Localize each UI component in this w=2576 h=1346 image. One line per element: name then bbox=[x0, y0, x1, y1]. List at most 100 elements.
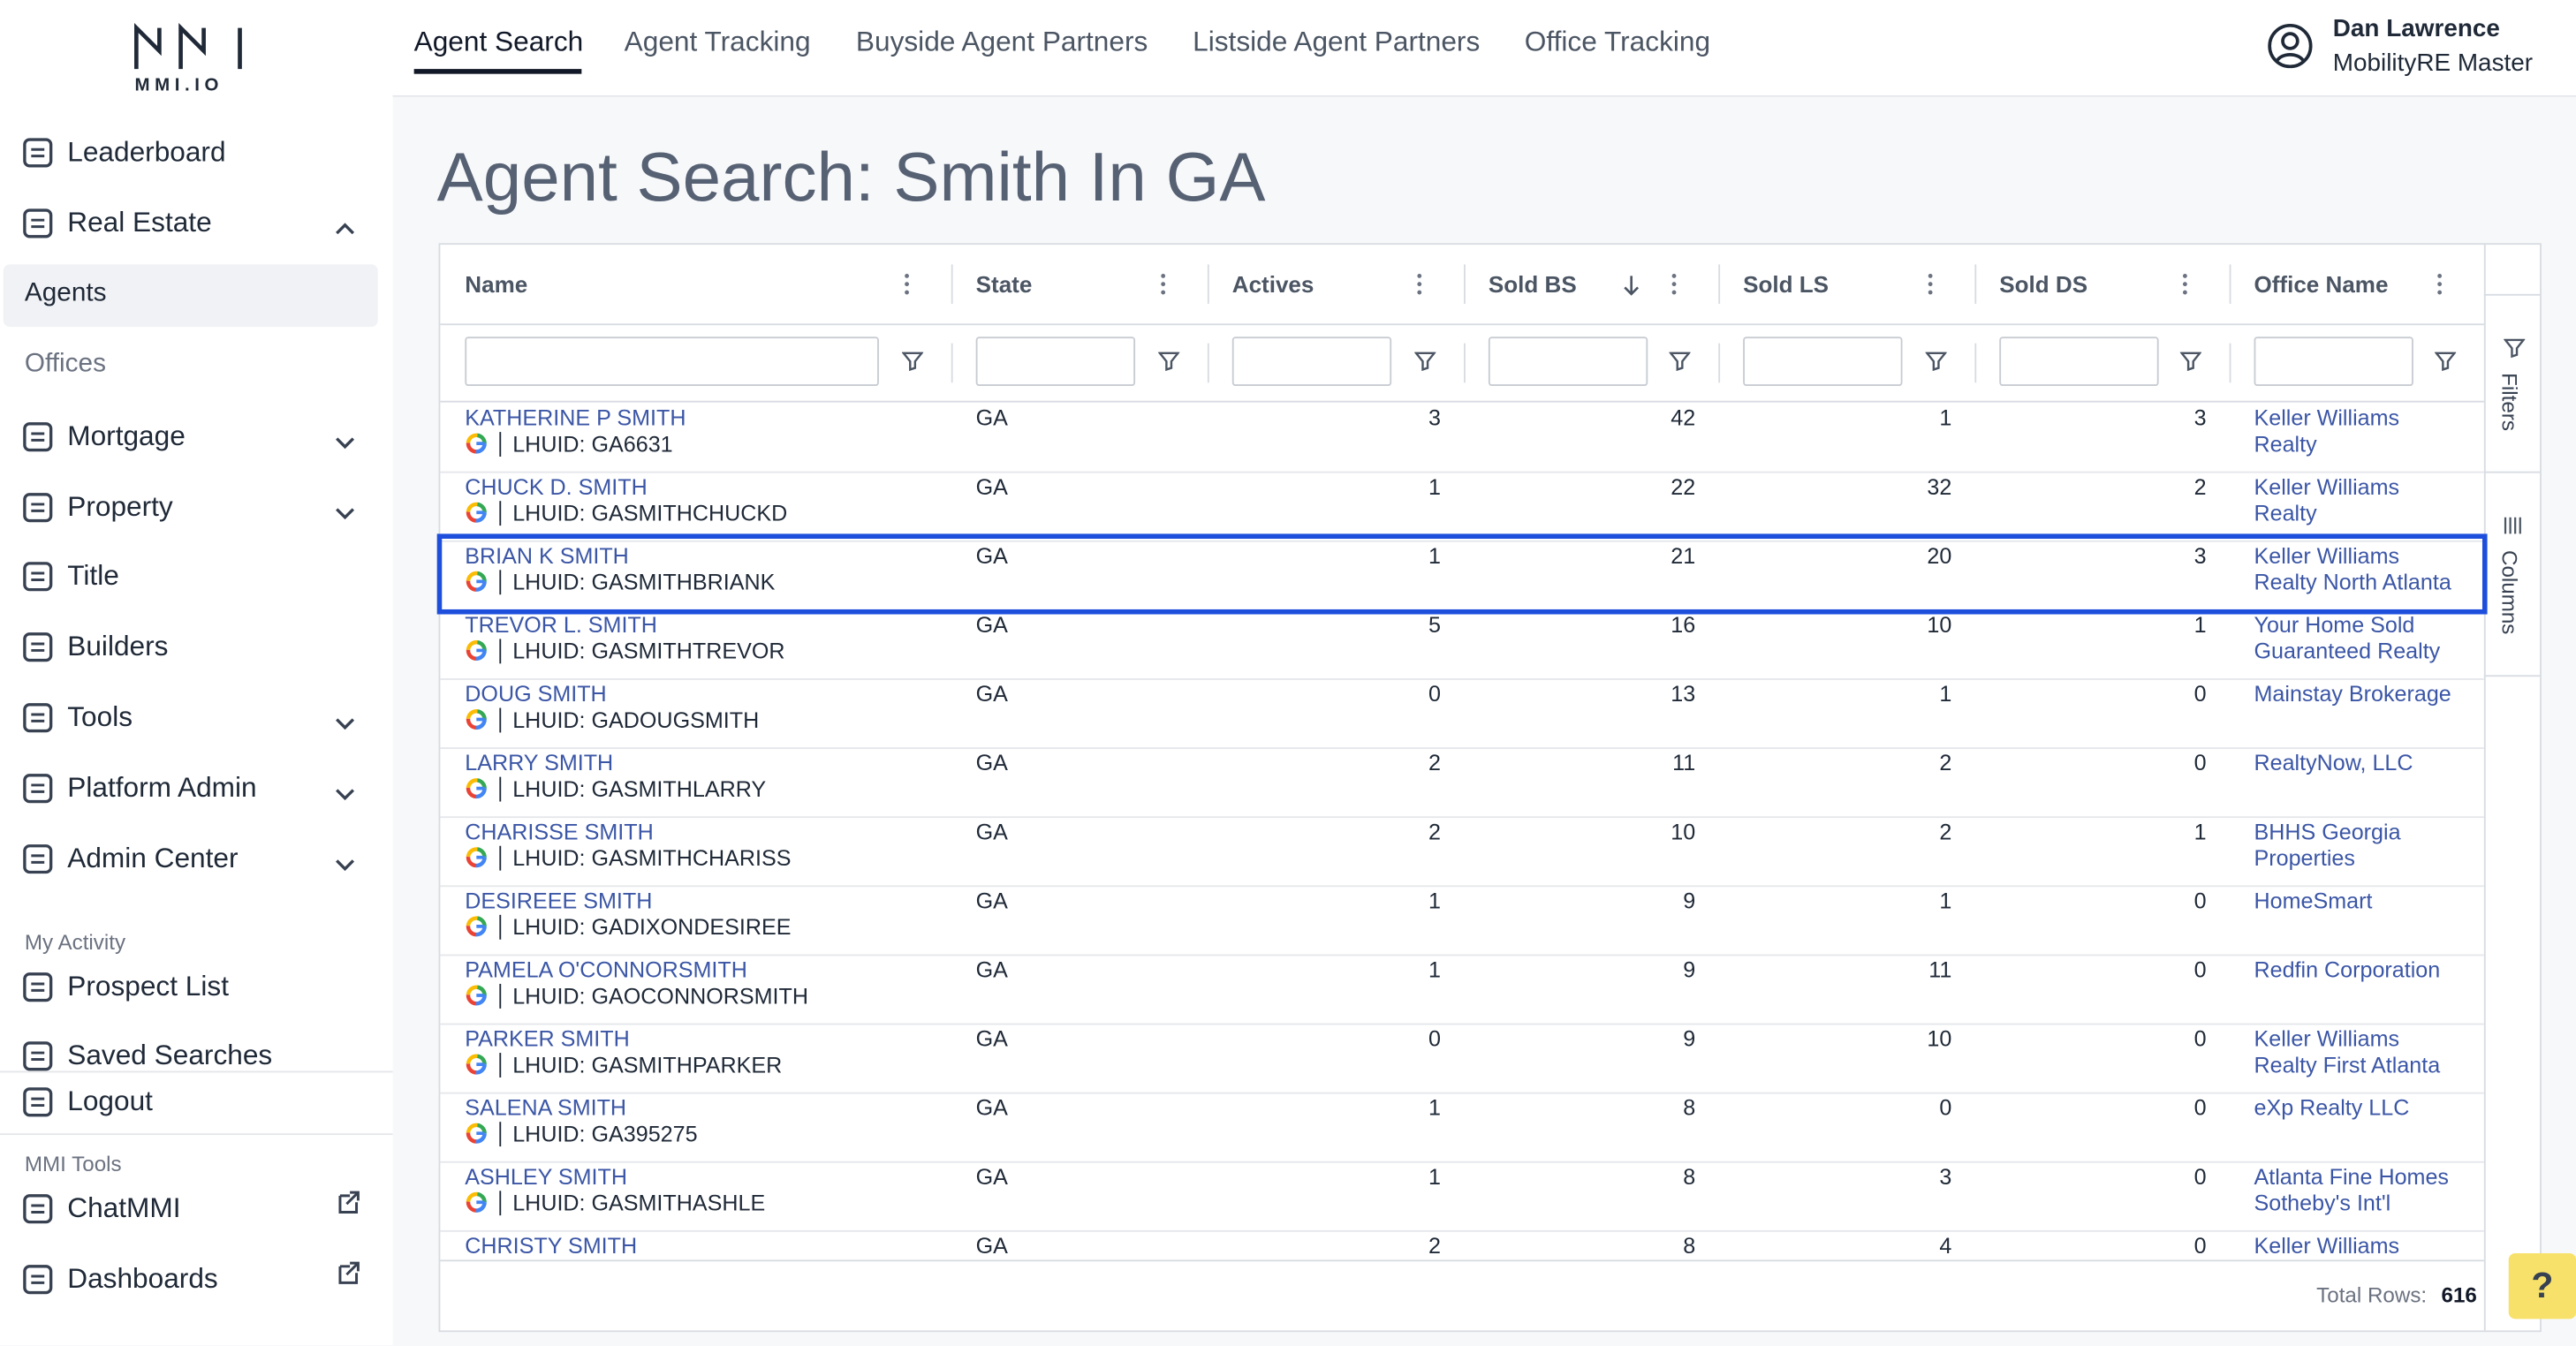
lhuid: LHUID: GASMITHLARRY bbox=[512, 776, 767, 802]
column-filter[interactable] bbox=[1488, 336, 1648, 387]
nav-item[interactable]: Saved Searches bbox=[67, 1040, 273, 1071]
column-filter[interactable] bbox=[1999, 336, 2159, 387]
filters-icon bbox=[2503, 336, 2527, 367]
office-name[interactable]: Atlanta Fine Homes Sotheby's Int'l bbox=[2254, 1164, 2449, 1215]
nav-item[interactable]: ChatMMI bbox=[67, 1192, 181, 1224]
column-filter[interactable] bbox=[1743, 336, 1903, 387]
office-name[interactable]: Redfin Corporation bbox=[2254, 957, 2441, 983]
google-icon-svg bbox=[466, 1123, 487, 1144]
lhuid: LHUID: GASMITHPARKER bbox=[512, 1053, 783, 1078]
nav-item[interactable]: Mortgage bbox=[67, 420, 186, 452]
column-separator bbox=[1974, 343, 1977, 383]
selected-bg bbox=[3, 264, 378, 328]
help-button[interactable]: ? bbox=[2508, 1252, 2576, 1320]
nav-tab[interactable]: Office Tracking bbox=[1524, 26, 1711, 58]
nav-tab[interactable]: Listside Agent Partners bbox=[1193, 26, 1481, 58]
office-name[interactable]: Mainstay Brokerage bbox=[2254, 681, 2451, 707]
agent-name[interactable]: SALENA SMITH bbox=[465, 1095, 627, 1121]
lhuid: LHUID: GA395275 bbox=[512, 1122, 698, 1147]
column-header[interactable]: Sold DS bbox=[1999, 270, 2088, 298]
id-separator bbox=[499, 776, 502, 802]
column-separator bbox=[2229, 264, 2231, 305]
sort-icon-svg bbox=[1624, 276, 1640, 296]
id-separator bbox=[499, 1191, 502, 1216]
nav-item[interactable]: Platform Admin bbox=[67, 772, 257, 804]
number-cell: 1 bbox=[1428, 957, 1441, 983]
nav-tab[interactable]: Agent Search bbox=[413, 26, 584, 58]
office-name[interactable]: Keller Williams Realty bbox=[2254, 474, 2400, 526]
column-separator bbox=[2229, 343, 2231, 383]
google-icon bbox=[465, 915, 488, 946]
nav-item[interactable]: Agents bbox=[24, 279, 107, 307]
agent-name[interactable]: DESIREEE SMITH bbox=[465, 889, 653, 913]
column-filter[interactable] bbox=[1231, 336, 1392, 387]
column-separator bbox=[1718, 264, 1721, 305]
column-header[interactable]: State bbox=[975, 270, 1033, 298]
filter-icon-svg bbox=[1924, 352, 1948, 372]
column-header[interactable]: Actives bbox=[1231, 270, 1315, 298]
state: GA bbox=[975, 1233, 1008, 1259]
column-menu bbox=[2435, 273, 2444, 304]
nav-item[interactable]: Admin Center bbox=[67, 843, 239, 874]
agent-name[interactable]: PARKER SMITH bbox=[465, 1026, 630, 1052]
agent-name[interactable]: BRIAN K SMITH bbox=[465, 543, 629, 569]
number-cell: 1 bbox=[1428, 889, 1441, 913]
agent-name[interactable]: CHUCK D. SMITH bbox=[465, 474, 648, 500]
office-name[interactable]: Keller Williams Realty bbox=[2254, 1233, 2400, 1260]
column-header[interactable]: Office Name bbox=[2254, 270, 2389, 298]
nav-item[interactable]: Builders bbox=[67, 631, 169, 662]
nav-icon bbox=[19, 489, 56, 533]
side-tab[interactable]: Filters bbox=[2496, 373, 2522, 431]
column-filter[interactable] bbox=[975, 336, 1136, 387]
office-name[interactable]: Your Home Sold Guaranteed Realty bbox=[2254, 612, 2441, 663]
agent-name[interactable]: TREVOR L. SMITH bbox=[465, 612, 657, 638]
nav-icon-svg bbox=[23, 208, 53, 238]
agent-name[interactable]: KATHERINE P SMITH bbox=[465, 405, 686, 431]
nav-item[interactable]: Property bbox=[67, 491, 173, 523]
office-name[interactable]: Keller Williams Realty North Atlanta bbox=[2254, 543, 2451, 594]
user-icon[interactable] bbox=[2267, 23, 2313, 69]
nav-item[interactable]: Offices bbox=[24, 350, 106, 378]
office-name[interactable]: Keller Williams Realty First Atlanta bbox=[2254, 1026, 2441, 1078]
filter-icon-svg bbox=[1157, 352, 1180, 372]
agent-name[interactable]: CHARISSE SMITH bbox=[465, 819, 654, 844]
column-separator bbox=[1718, 343, 1721, 383]
nav-item[interactable]: Tools bbox=[67, 701, 133, 733]
column-filter[interactable] bbox=[2254, 336, 2413, 387]
external-icon-svg bbox=[338, 1261, 360, 1284]
nav-item[interactable]: Title bbox=[67, 560, 119, 592]
table-row: DESIREEE SMITH LHUID: GADIXONDESIREE GA 1 9 1… bbox=[440, 885, 2484, 957]
nav-item[interactable]: Prospect List bbox=[67, 971, 229, 1002]
column-header[interactable]: Sold BS bbox=[1488, 270, 1577, 298]
google-icon bbox=[465, 501, 488, 532]
side-tab[interactable]: Columns bbox=[2496, 549, 2522, 635]
office-name[interactable]: HomeSmart bbox=[2254, 889, 2373, 913]
agent-name[interactable]: ASHLEY SMITH bbox=[465, 1164, 627, 1190]
nav-tab[interactable]: Buyside Agent Partners bbox=[855, 26, 1148, 58]
columns-icon-svg bbox=[2504, 517, 2521, 534]
nav-icon-svg bbox=[23, 1041, 53, 1071]
nav-tab[interactable]: Agent Tracking bbox=[624, 26, 811, 58]
office-name[interactable]: RealtyNow, LLC bbox=[2254, 750, 2413, 775]
nav-item[interactable]: Dashboards bbox=[67, 1263, 218, 1295]
sort-icon bbox=[1622, 275, 1641, 306]
nav-item[interactable]: Real Estate bbox=[67, 207, 212, 238]
office-name[interactable]: BHHS Georgia Properties bbox=[2254, 819, 2401, 870]
nav-item[interactable]: Logout bbox=[67, 1085, 153, 1117]
office-name[interactable]: Keller Williams Realty bbox=[2254, 405, 2400, 457]
agent-name[interactable]: CHRISTY SMITH bbox=[465, 1233, 638, 1259]
agent-name[interactable]: LARRY SMITH bbox=[465, 750, 614, 775]
chevron bbox=[334, 852, 357, 883]
column-header[interactable]: Name bbox=[465, 270, 528, 298]
agent-name[interactable]: DOUG SMITH bbox=[465, 681, 607, 707]
nav-item[interactable]: Leaderboard bbox=[67, 136, 226, 168]
agent-name[interactable]: PAMELA O'CONNORSMITH bbox=[465, 957, 747, 983]
number-cell: 10 bbox=[1927, 612, 1952, 638]
office-name[interactable]: eXp Realty LLC bbox=[2254, 1095, 2410, 1121]
number-cell: 0 bbox=[1939, 1095, 1952, 1121]
column-filter[interactable] bbox=[465, 336, 879, 387]
nav-icon-svg bbox=[23, 493, 53, 523]
chevron-svg bbox=[336, 789, 355, 801]
nav-icon bbox=[19, 770, 56, 814]
column-header[interactable]: Sold LS bbox=[1743, 270, 1830, 298]
